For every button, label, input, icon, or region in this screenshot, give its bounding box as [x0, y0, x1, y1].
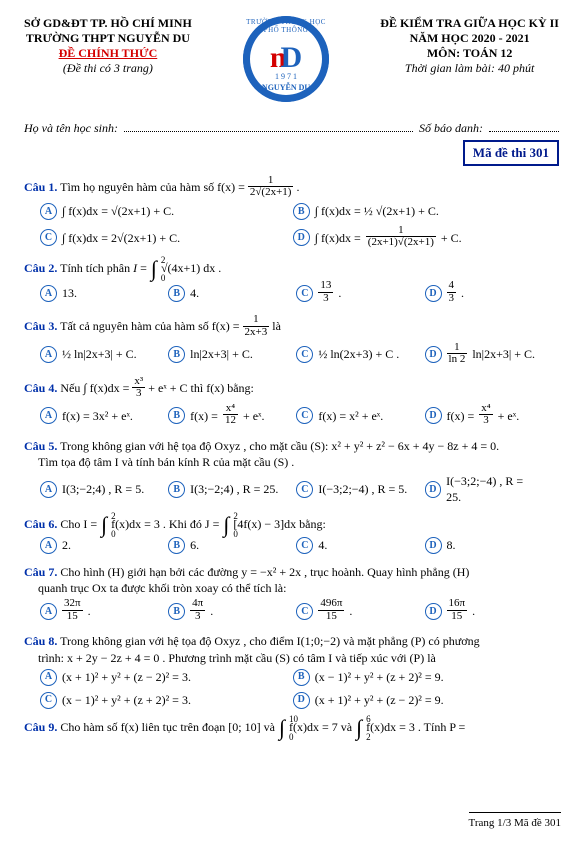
question-4: Câu 4. Nếu ∫ f(x)dx = x³3 + eˣ + C thì f… — [24, 377, 559, 428]
name-dots — [124, 120, 413, 132]
pages-note: (Đề thi có 3 trang) — [24, 61, 192, 76]
school-logo: TRƯỜNG TRUNG HỌC PHỔ THÔNG nD 1 9 7 1 NG… — [243, 16, 329, 106]
sbd-label: Số báo danh: — [419, 121, 483, 136]
q1-options: A∫ f(x)dx = √(2x+1) + C. B∫ f(x)dx = ½ √… — [40, 203, 559, 250]
question-3: Câu 3. Tất cả nguyên hàm của hàm số f(x)… — [24, 315, 559, 366]
header: SỞ GD&ĐT TP. HỒ CHÍ MINH TRƯỜNG THPT NGU… — [24, 16, 559, 106]
question-8: Câu 8. Trong không gian với hệ tọa độ Ox… — [24, 633, 559, 708]
header-left: SỞ GD&ĐT TP. HỒ CHÍ MINH TRƯỜNG THPT NGU… — [24, 16, 192, 76]
opt-circle: A — [40, 203, 57, 220]
q1-label: Câu 1. — [24, 180, 57, 194]
sbd-dots — [489, 120, 559, 132]
student-line: Họ và tên học sinh: Số báo danh: — [24, 120, 559, 136]
logo-curve-text: TRƯỜNG TRUNG HỌC PHỔ THÔNG — [243, 18, 329, 34]
duration: Thời gian làm bài: 40 phút — [380, 61, 559, 76]
exam-title: ĐỀ KIỂM TRA GIỮA HỌC KỲ II — [380, 16, 559, 31]
question-2: Câu 2. Tính tích phân I = 2 ∫ 0 √(4x+1) … — [24, 260, 559, 305]
school-line: TRƯỜNG THPT NGUYỄN DU — [24, 31, 192, 46]
name-label: Họ và tên học sinh: — [24, 121, 118, 136]
footer: Trang 1/3 Mã đề 301 — [469, 808, 561, 829]
question-7: Câu 7. Cho hình (H) giới hạn bởi các đườ… — [24, 564, 559, 623]
question-9: Câu 9. Cho hàm số f(x) liên tục trên đoạ… — [24, 719, 559, 737]
question-1: Câu 1. Tìm họ nguyên hàm của hàm số f(x)… — [24, 176, 559, 250]
exam-code-box: Mã đề thi 301 — [24, 140, 559, 166]
question-6: Câu 6. Cho I = 2∫0 f(x)dx = 3 . Khi đó J… — [24, 516, 559, 554]
question-5: Câu 5. Trong không gian với hệ tọa độ Ox… — [24, 438, 559, 506]
dept-line: SỞ GD&ĐT TP. HỒ CHÍ MINH — [24, 16, 192, 31]
official-label: ĐỀ CHÍNH THỨC — [24, 46, 192, 61]
page-number: Trang 1/3 Mã đề 301 — [469, 817, 561, 829]
logo-name: NGUYỄN DU — [243, 83, 329, 92]
q1-frac: 1 2√(2x+1) — [248, 175, 294, 199]
logo-year: 1 9 7 1 — [243, 72, 329, 81]
header-right: ĐỀ KIỂM TRA GIỮA HỌC KỲ II NĂM HỌC 2020 … — [380, 16, 559, 76]
q1-text: Tìm họ nguyên hàm của hàm số — [60, 180, 217, 194]
integral-icon: 2 ∫ 0 — [151, 260, 157, 278]
q1-fx: f(x) = — [217, 180, 248, 194]
school-year: NĂM HỌC 2020 - 2021 — [380, 31, 559, 46]
page: SỞ GD&ĐT TP. HỒ CHÍ MINH TRƯỜNG THPT NGU… — [0, 0, 583, 841]
subject: MÔN: TOÁN 12 — [380, 46, 559, 61]
exam-code: Mã đề thi 301 — [463, 140, 559, 166]
